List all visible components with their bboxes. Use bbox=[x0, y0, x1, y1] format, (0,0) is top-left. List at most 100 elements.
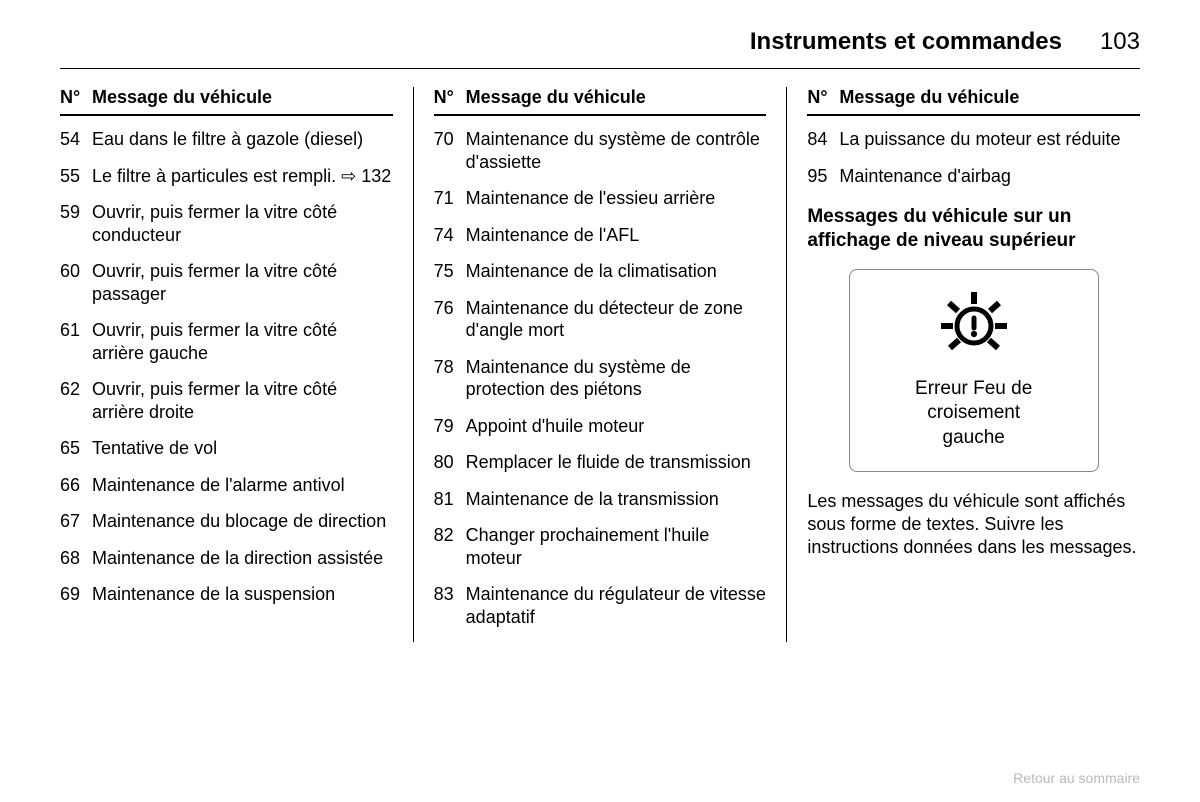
item-msg: Remplacer le fluide de transmission bbox=[466, 451, 767, 474]
item-msg: Maintenance de l'essieu arrière bbox=[466, 187, 767, 210]
item-num: 69 bbox=[60, 583, 92, 606]
item-msg: La puissance du moteur est réduite bbox=[839, 128, 1140, 151]
item-num: 76 bbox=[434, 297, 466, 342]
display-message: Erreur Feu de croisement gauche bbox=[864, 377, 1084, 451]
item-msg: Ouvrir, puis fermer la vitre côté arrièr… bbox=[92, 319, 393, 364]
item-num: 75 bbox=[434, 260, 466, 283]
item-num: 83 bbox=[434, 583, 466, 628]
list-item: 54Eau dans le filtre à gazole (diesel) bbox=[60, 128, 393, 151]
header-msg: Message du véhicule bbox=[92, 87, 393, 108]
column-2: N° Message du véhicule 70Maintenance du … bbox=[413, 87, 787, 642]
item-num: 81 bbox=[434, 488, 466, 511]
list-item: 83Maintenance du régulateur de vitesse a… bbox=[434, 583, 767, 628]
item-num: 74 bbox=[434, 224, 466, 247]
item-msg: Maintenance de l'alarme antivol bbox=[92, 474, 393, 497]
item-msg: Changer prochainement l'huile moteur bbox=[466, 524, 767, 569]
list-item: 82Changer prochainement l'huile moteur bbox=[434, 524, 767, 569]
item-num: 66 bbox=[60, 474, 92, 497]
display-line-2: croisement bbox=[927, 402, 1020, 423]
list-item: 65Tentative de vol bbox=[60, 437, 393, 460]
warning-light-icon bbox=[864, 288, 1084, 363]
item-msg: Tentative de vol bbox=[92, 437, 393, 460]
item-msg: Ouvrir, puis fermer la vitre côté passag… bbox=[92, 260, 393, 305]
list-item: 81Maintenance de la transmission bbox=[434, 488, 767, 511]
list-item: 74Maintenance de l'AFL bbox=[434, 224, 767, 247]
list-item: 84La puissance du moteur est réduite bbox=[807, 128, 1140, 151]
item-msg: Maintenance du régulateur de vitesse ada… bbox=[466, 583, 767, 628]
list-item: 69Maintenance de la suspension bbox=[60, 583, 393, 606]
item-num: 65 bbox=[60, 437, 92, 460]
item-msg: Maintenance de la climatisation bbox=[466, 260, 767, 283]
item-num: 70 bbox=[434, 128, 466, 173]
list-item: 95Maintenance d'airbag bbox=[807, 165, 1140, 188]
page-number: 103 bbox=[1100, 28, 1140, 56]
list-item: 76Maintenance du détecteur de zone d'ang… bbox=[434, 297, 767, 342]
item-msg: Maintenance de la suspension bbox=[92, 583, 393, 606]
table-header: N° Message du véhicule bbox=[434, 87, 767, 116]
item-num: 68 bbox=[60, 547, 92, 570]
list-item: 61Ouvrir, puis fermer la vitre côté arri… bbox=[60, 319, 393, 364]
item-msg: Maintenance de la direction assistée bbox=[92, 547, 393, 570]
item-num: 62 bbox=[60, 378, 92, 423]
header-msg: Message du véhicule bbox=[466, 87, 767, 108]
item-msg: Maintenance de la transmission bbox=[466, 488, 767, 511]
item-msg: Ouvrir, puis fermer la vitre côté conduc… bbox=[92, 201, 393, 246]
list-item: 70Maintenance du système de contrôle d'a… bbox=[434, 128, 767, 173]
list-item: 78Maintenance du système de protection d… bbox=[434, 356, 767, 401]
item-text: Le filtre à particules est rempli. bbox=[92, 166, 336, 186]
back-to-toc-link[interactable]: Retour au sommaire bbox=[1013, 770, 1140, 786]
item-num: 84 bbox=[807, 128, 839, 151]
item-num: 82 bbox=[434, 524, 466, 569]
item-num: 55 bbox=[60, 165, 92, 188]
list-item: 71Maintenance de l'essieu arrière bbox=[434, 187, 767, 210]
item-msg: Maintenance d'airbag bbox=[839, 165, 1140, 188]
list-item: 55Le filtre à particules est rempli. ⇨ 1… bbox=[60, 165, 393, 188]
arrow-icon: ⇨ bbox=[341, 166, 356, 186]
item-num: 79 bbox=[434, 415, 466, 438]
list-item: 67Maintenance du blocage de direction bbox=[60, 510, 393, 533]
list-item: 79Appoint d'huile moteur bbox=[434, 415, 767, 438]
column-3: N° Message du véhicule 84La puissance du… bbox=[786, 87, 1140, 642]
page-header: Instruments et commandes 103 bbox=[60, 28, 1140, 69]
item-num: 54 bbox=[60, 128, 92, 151]
header-msg: Message du véhicule bbox=[839, 87, 1140, 108]
item-msg: Eau dans le filtre à gazole (diesel) bbox=[92, 128, 393, 151]
item-num: 80 bbox=[434, 451, 466, 474]
item-msg: Ouvrir, puis fermer la vitre côté arrièr… bbox=[92, 378, 393, 423]
item-msg: Le filtre à particules est rempli. ⇨ 132 bbox=[92, 165, 393, 188]
item-msg: Maintenance du blocage de direction bbox=[92, 510, 393, 533]
header-num: N° bbox=[807, 87, 839, 108]
list-item: 80Remplacer le fluide de transmission bbox=[434, 451, 767, 474]
cross-ref[interactable]: ⇨ 132 bbox=[341, 166, 391, 186]
vehicle-display-box: Erreur Feu de croisement gauche bbox=[849, 269, 1099, 472]
table-header: N° Message du véhicule bbox=[807, 87, 1140, 116]
header-num: N° bbox=[434, 87, 466, 108]
header-num: N° bbox=[60, 87, 92, 108]
item-msg: Maintenance du système de protection des… bbox=[466, 356, 767, 401]
display-line-3: gauche bbox=[943, 427, 1005, 448]
display-line-1: Erreur Feu de bbox=[915, 378, 1032, 399]
item-num: 71 bbox=[434, 187, 466, 210]
list-item: 68Maintenance de la direction assistée bbox=[60, 547, 393, 570]
ref-page: 132 bbox=[361, 166, 391, 186]
item-num: 61 bbox=[60, 319, 92, 364]
list-item: 66Maintenance de l'alarme antivol bbox=[60, 474, 393, 497]
page: Instruments et commandes 103 N° Message … bbox=[0, 0, 1200, 802]
paragraph: Les messages du véhicule sont affi­chés … bbox=[807, 490, 1140, 559]
chapter-title: Instruments et commandes bbox=[750, 28, 1062, 56]
item-num: 95 bbox=[807, 165, 839, 188]
section-title: Messages du véhicule sur un affichage de… bbox=[807, 205, 1140, 253]
item-num: 67 bbox=[60, 510, 92, 533]
columns: N° Message du véhicule 54Eau dans le fil… bbox=[60, 87, 1140, 642]
item-msg: Maintenance de l'AFL bbox=[466, 224, 767, 247]
list-item: 62Ouvrir, puis fermer la vitre côté arri… bbox=[60, 378, 393, 423]
list-item: 75Maintenance de la climatisation bbox=[434, 260, 767, 283]
item-msg: Maintenance du système de contrôle d'ass… bbox=[466, 128, 767, 173]
item-msg: Appoint d'huile moteur bbox=[466, 415, 767, 438]
list-item: 60Ouvrir, puis fermer la vitre côté pass… bbox=[60, 260, 393, 305]
list-item: 59Ouvrir, puis fermer la vitre côté cond… bbox=[60, 201, 393, 246]
item-num: 60 bbox=[60, 260, 92, 305]
column-1: N° Message du véhicule 54Eau dans le fil… bbox=[60, 87, 413, 642]
item-num: 78 bbox=[434, 356, 466, 401]
item-num: 59 bbox=[60, 201, 92, 246]
